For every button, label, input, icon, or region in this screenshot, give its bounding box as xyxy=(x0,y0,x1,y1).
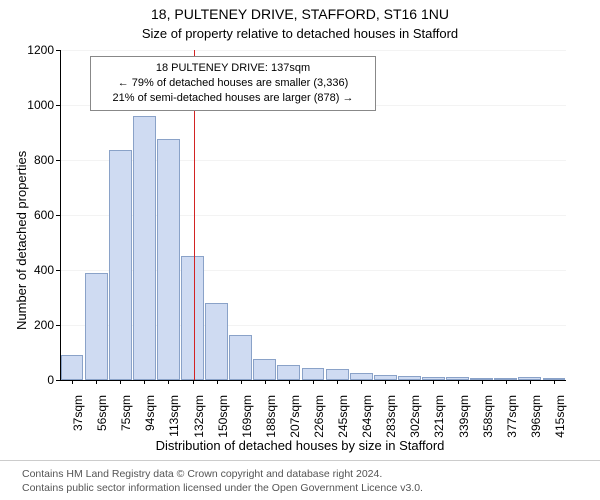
x-tick-label: 226sqm xyxy=(312,395,326,441)
title-line2: Size of property relative to detached ho… xyxy=(0,26,600,41)
annotation-line2: ← 79% of detached houses are smaller (3,… xyxy=(99,76,367,91)
x-tick-label: 283sqm xyxy=(384,395,398,441)
x-tick-label: 302sqm xyxy=(408,395,422,441)
x-tick-label: 415sqm xyxy=(553,395,567,441)
annotation-line1: 18 PULTENEY DRIVE: 137sqm xyxy=(99,61,367,76)
x-tick-label: 132sqm xyxy=(192,395,206,441)
histogram-bar xyxy=(350,373,373,380)
y-axis-label: Number of detached properties xyxy=(14,151,29,330)
y-axis-line xyxy=(60,50,61,380)
x-tick-label: 188sqm xyxy=(264,395,278,441)
x-tick-label: 37sqm xyxy=(71,395,85,441)
histogram-bar xyxy=(157,139,180,380)
histogram-bar xyxy=(205,303,228,380)
x-tick-label: 75sqm xyxy=(119,395,133,441)
histogram-bar xyxy=(109,150,132,380)
x-tick-label: 94sqm xyxy=(143,395,157,441)
y-tick-label: 1000 xyxy=(20,98,54,112)
histogram-bar xyxy=(253,359,276,380)
x-tick-label: 339sqm xyxy=(457,395,471,441)
histogram-bar xyxy=(277,365,300,380)
histogram-bar xyxy=(326,369,349,380)
y-tick-label: 1200 xyxy=(20,43,54,57)
histogram-bar xyxy=(85,273,108,380)
x-tick-label: 396sqm xyxy=(529,395,543,441)
x-tick-label: 321sqm xyxy=(432,395,446,441)
x-tick-label: 207sqm xyxy=(288,395,302,441)
gridline xyxy=(60,50,566,51)
x-axis-label: Distribution of detached houses by size … xyxy=(0,438,600,453)
x-tick-label: 56sqm xyxy=(95,395,109,441)
histogram-bar xyxy=(229,335,252,380)
x-tick-label: 113sqm xyxy=(167,395,181,441)
x-tick-label: 377sqm xyxy=(505,395,519,441)
x-tick-label: 150sqm xyxy=(216,395,230,441)
x-tick-label: 264sqm xyxy=(360,395,374,441)
title-line1: 18, PULTENEY DRIVE, STAFFORD, ST16 1NU xyxy=(0,6,600,22)
histogram-bar xyxy=(133,116,156,380)
x-tick-label: 245sqm xyxy=(336,395,350,441)
x-tick-label: 358sqm xyxy=(481,395,495,441)
histogram-bar xyxy=(302,368,325,380)
y-tick-label: 0 xyxy=(20,373,54,387)
credits-line1: Contains HM Land Registry data © Crown c… xyxy=(22,468,382,480)
histogram-bar xyxy=(181,256,204,380)
x-axis-line xyxy=(60,380,566,381)
credits-line2: Contains public sector information licen… xyxy=(22,482,423,494)
annotation-line3: 21% of semi-detached houses are larger (… xyxy=(99,91,367,106)
x-tick-label: 169sqm xyxy=(240,395,254,441)
footer-divider xyxy=(0,460,600,461)
annotation-box: 18 PULTENEY DRIVE: 137sqm← 79% of detach… xyxy=(90,56,376,111)
histogram-bar xyxy=(61,355,84,380)
